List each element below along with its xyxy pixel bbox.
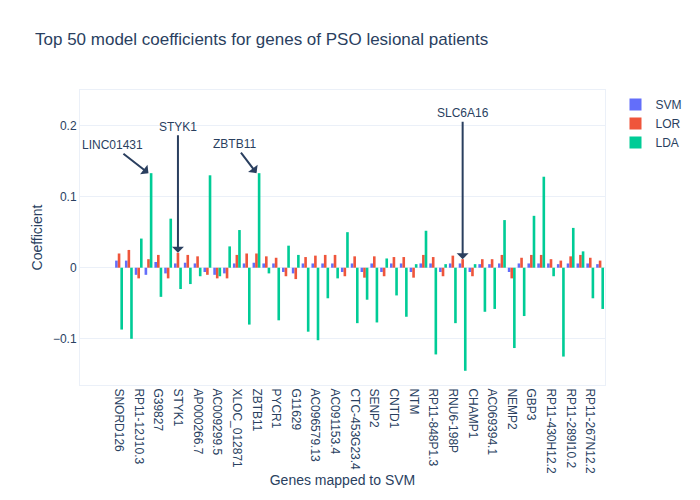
svg-text:SENP2: SENP2	[367, 388, 381, 428]
svg-text:RP11-848P1.3: RP11-848P1.3	[426, 388, 440, 466]
svg-text:STYK1: STYK1	[159, 120, 197, 134]
svg-text:LINC01431: LINC01431	[82, 138, 143, 152]
svg-text:AC096579.13: AC096579.13	[308, 388, 322, 462]
svg-text:RP11-430H12.2: RP11-430H12.2	[544, 388, 558, 473]
svg-text:RP11-289I10.2: RP11-289I10.2	[564, 388, 578, 468]
svg-text:LOR: LOR	[656, 117, 681, 131]
svg-text:Coefficient: Coefficient	[29, 204, 45, 270]
svg-text:SVM: SVM	[656, 98, 682, 112]
svg-text:G39827: G39827	[151, 388, 165, 431]
svg-text:AP000266.7: AP000266.7	[191, 388, 205, 454]
svg-text:RNU6-198P: RNU6-198P	[446, 388, 460, 453]
svg-text:AC091153.4: AC091153.4	[328, 388, 342, 454]
svg-text:AC009299.5: AC009299.5	[210, 388, 224, 455]
svg-text:0.1: 0.1	[60, 190, 77, 204]
svg-text:GBP3: GBP3	[524, 388, 538, 420]
svg-text:G11629: G11629	[289, 388, 303, 430]
svg-text:Top 50 model coefficients for: Top 50 model coefficients for genes of P…	[35, 30, 488, 49]
svg-text:CTC-453G23.4: CTC-453G23.4	[348, 388, 362, 470]
svg-text:SLC6A16: SLC6A16	[437, 106, 489, 120]
svg-text:0.2: 0.2	[60, 119, 77, 133]
svg-text:RP11-267N12.2: RP11-267N12.2	[583, 388, 597, 473]
svg-text:0: 0	[70, 261, 77, 275]
svg-text:−0.1: −0.1	[53, 332, 77, 346]
svg-text:STYK1: STYK1	[171, 388, 185, 426]
svg-text:ZBTB11: ZBTB11	[213, 137, 256, 151]
svg-text:SNORD126: SNORD126	[112, 388, 126, 452]
svg-text:XLOC_012871: XLOC_012871	[230, 388, 244, 468]
svg-text:LDA: LDA	[656, 136, 679, 150]
svg-text:NEMP2: NEMP2	[505, 388, 519, 430]
svg-text:AC069394.1: AC069394.1	[485, 388, 499, 455]
svg-text:CHAMP1: CHAMP1	[466, 388, 480, 438]
svg-text:RP11-12J10.3: RP11-12J10.3	[132, 388, 146, 464]
svg-text:PYCR1: PYCR1	[269, 388, 283, 428]
svg-text:CNTD1: CNTD1	[387, 388, 401, 428]
svg-text:NTM: NTM	[407, 388, 421, 414]
svg-text:ZBTB11: ZBTB11	[250, 388, 264, 431]
svg-text:Genes mapped to SVM: Genes mapped to SVM	[270, 472, 416, 488]
